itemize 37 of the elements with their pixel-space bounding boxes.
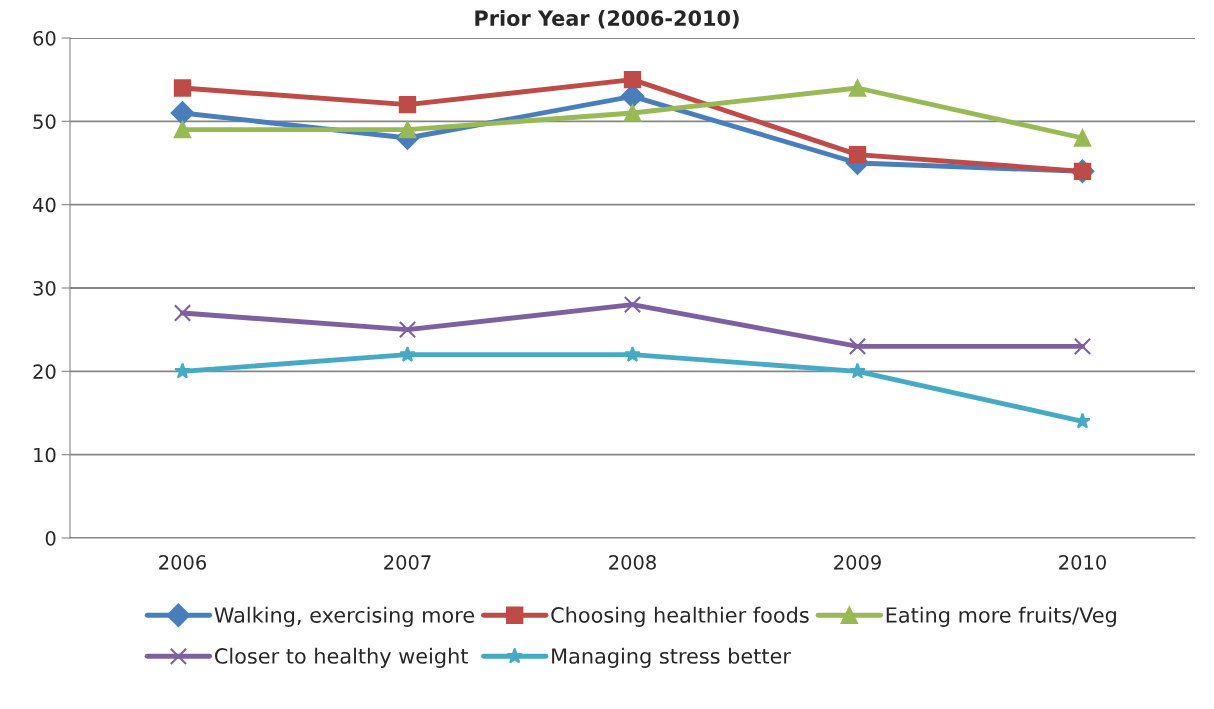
point <box>848 337 867 356</box>
point <box>623 295 642 314</box>
point <box>399 345 416 362</box>
point <box>849 362 866 379</box>
point <box>173 79 192 97</box>
legend-label: Closer to healthy weight <box>215 647 468 668</box>
x-tick-label: 2006 <box>159 555 207 570</box>
point <box>173 120 192 139</box>
point <box>398 95 417 114</box>
point <box>1073 129 1092 147</box>
point <box>623 104 642 122</box>
point <box>848 79 867 97</box>
x-tick-label: 2010 <box>1059 555 1106 570</box>
x-tick-label: 2008 <box>609 555 656 570</box>
x-tick-label: 2009 <box>834 555 881 570</box>
y-tick-label: 10 <box>34 447 56 463</box>
point <box>170 101 195 125</box>
point <box>173 304 192 322</box>
point <box>624 345 641 362</box>
y-tick-label: 30 <box>33 280 56 296</box>
legend-label: Managing stress better <box>552 647 791 668</box>
y-tick-label: 60 <box>33 30 56 46</box>
point <box>398 320 417 339</box>
legend-label: Eating more fruits/Veg <box>886 606 1116 627</box>
y-tick-label: 50 <box>33 114 56 129</box>
legend-label: Walking, exercising more <box>214 606 475 627</box>
chart-title: Prior Year (2006-2010) <box>475 9 739 29</box>
point <box>398 120 417 139</box>
point <box>848 145 867 164</box>
y-tick-label: 20 <box>33 364 56 379</box>
point <box>1073 337 1092 356</box>
x-tick-label: 2007 <box>384 555 431 570</box>
y-tick-label: 40 <box>33 197 56 213</box>
point <box>174 362 191 379</box>
y-tick-label: 0 <box>45 530 56 546</box>
point <box>623 70 642 89</box>
legend-label: Choosing healthier foods <box>551 606 809 627</box>
